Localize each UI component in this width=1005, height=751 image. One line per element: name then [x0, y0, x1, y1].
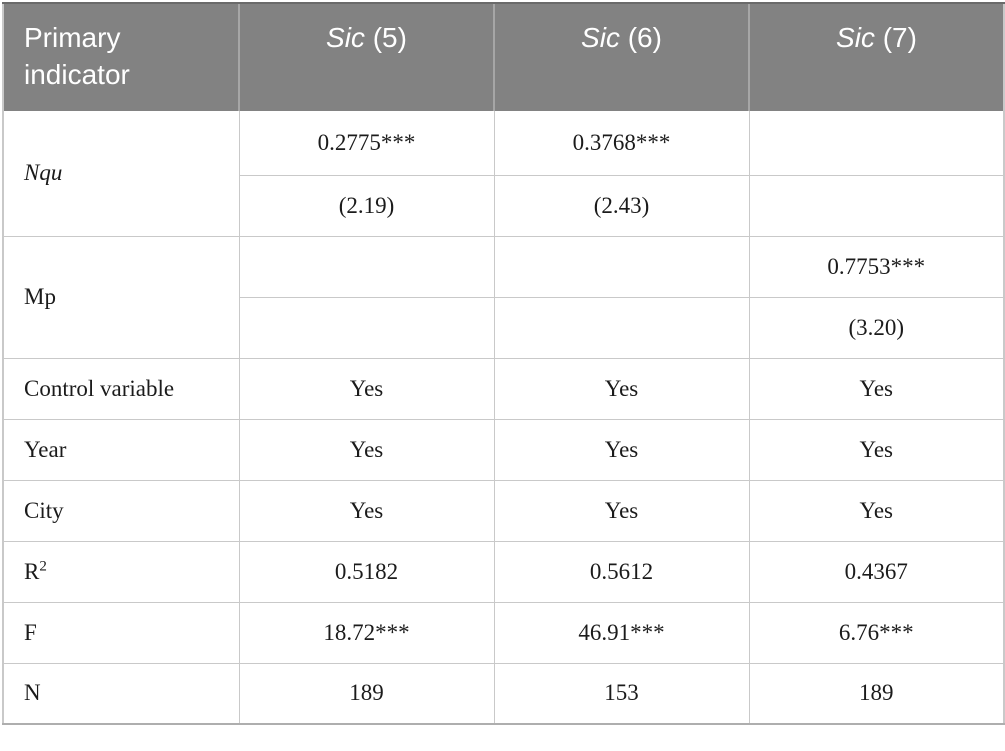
cell-rsq-sic5: 0.5182: [238, 540, 495, 603]
header-row: Primary indicator Sic (5) Sic (6) Sic (7…: [3, 2, 1004, 111]
row-label-r-squared: R2: [2, 540, 240, 603]
table-row-r-squared: R2 0.5182 0.5612 0.4367: [2, 540, 1005, 603]
table-header: Primary indicator Sic (5) Sic (6) Sic (7…: [3, 2, 1004, 111]
row-label-mp: Mp: [2, 235, 240, 359]
cell-control-sic7: Yes: [748, 357, 1005, 420]
cell-city-sic6: Yes: [493, 479, 750, 542]
cell-f-sic5: 18.72***: [238, 601, 495, 664]
cell-rsq-sic7: 0.4367: [748, 540, 1005, 603]
cell-n-sic7: 189: [748, 662, 1005, 725]
cell-n-sic6: 153: [493, 662, 750, 725]
cell-mp-tstat-sic6: [493, 296, 750, 359]
table-row-nqu-tstats: (2.19) (2.43): [3, 174, 1005, 237]
cell-year-sic5: Yes: [238, 418, 495, 481]
cell-nqu-coef-sic5: 0.2775***: [238, 111, 495, 176]
sic7-italic-label: Sic: [836, 22, 875, 53]
column-header-sic7: Sic (7): [748, 2, 1004, 111]
sic6-italic-label: Sic: [581, 22, 620, 53]
table-row-mp-coefficients: Mp 0.7753***: [2, 235, 1005, 359]
cell-year-sic6: Yes: [493, 418, 750, 481]
cell-nqu-tstat-sic7: [748, 174, 1005, 237]
cell-nqu-coef-sic7: [748, 111, 1005, 176]
table-row-city: City Yes Yes Yes: [2, 479, 1005, 542]
cell-nqu-tstat-sic6: (2.43): [493, 174, 750, 237]
r-squared-exponent: 2: [39, 557, 47, 574]
cell-nqu-tstat-sic5: (2.19): [238, 174, 495, 237]
table-row-year: Year Yes Yes Yes: [2, 418, 1005, 481]
row-label-f-statistic: F: [2, 601, 240, 664]
column-header-sic5: Sic (5): [238, 2, 494, 111]
sic5-number-label: (5): [364, 22, 407, 53]
cell-n-sic5: 189: [238, 662, 495, 725]
table-row-n-observations: N 189 153 189: [2, 662, 1005, 725]
table-row-control-variable: Control variable Yes Yes Yes: [2, 357, 1005, 420]
table-row-nqu-coefficients: Nqu 0.2775*** 0.3768***: [2, 111, 1005, 237]
sic5-italic-label: Sic: [326, 22, 365, 53]
column-header-sic6: Sic (6): [493, 2, 749, 111]
cell-city-sic5: Yes: [238, 479, 495, 542]
r-squared-base: R: [24, 558, 40, 584]
sic7-number-label: (7): [874, 22, 917, 53]
cell-control-sic6: Yes: [493, 357, 750, 420]
cell-mp-tstat-sic5: [238, 296, 495, 359]
cell-mp-tstat-sic7: (3.20): [748, 296, 1005, 359]
cell-mp-coef-sic6: [493, 235, 750, 298]
cell-f-sic7: 6.76***: [748, 601, 1005, 664]
table-row-mp-tstats: (3.20): [3, 296, 1005, 359]
table-body: Nqu 0.2775*** 0.3768*** (2.19) (2.43) Mp…: [2, 111, 1005, 725]
cell-rsq-sic6: 0.5612: [493, 540, 750, 603]
table-row-f-statistic: F 18.72*** 46.91*** 6.76***: [2, 601, 1005, 664]
row-label-nqu: Nqu: [2, 111, 240, 237]
regression-results-table: Primary indicator Sic (5) Sic (6) Sic (7…: [2, 2, 1005, 725]
row-label-year: Year: [2, 418, 240, 481]
cell-year-sic7: Yes: [748, 418, 1005, 481]
cell-f-sic6: 46.91***: [493, 601, 750, 664]
sic6-number-label: (6): [619, 22, 662, 53]
cell-nqu-coef-sic6: 0.3768***: [493, 111, 750, 176]
column-header-primary-indicator: Primary indicator: [3, 2, 239, 111]
cell-control-sic5: Yes: [238, 357, 495, 420]
row-label-city: City: [2, 479, 240, 542]
row-label-n-observations: N: [2, 662, 240, 725]
cell-mp-coef-sic5: [238, 235, 495, 298]
cell-city-sic7: Yes: [748, 479, 1005, 542]
row-label-control-variable: Control variable: [2, 357, 240, 420]
cell-mp-coef-sic7: 0.7753***: [748, 235, 1005, 298]
